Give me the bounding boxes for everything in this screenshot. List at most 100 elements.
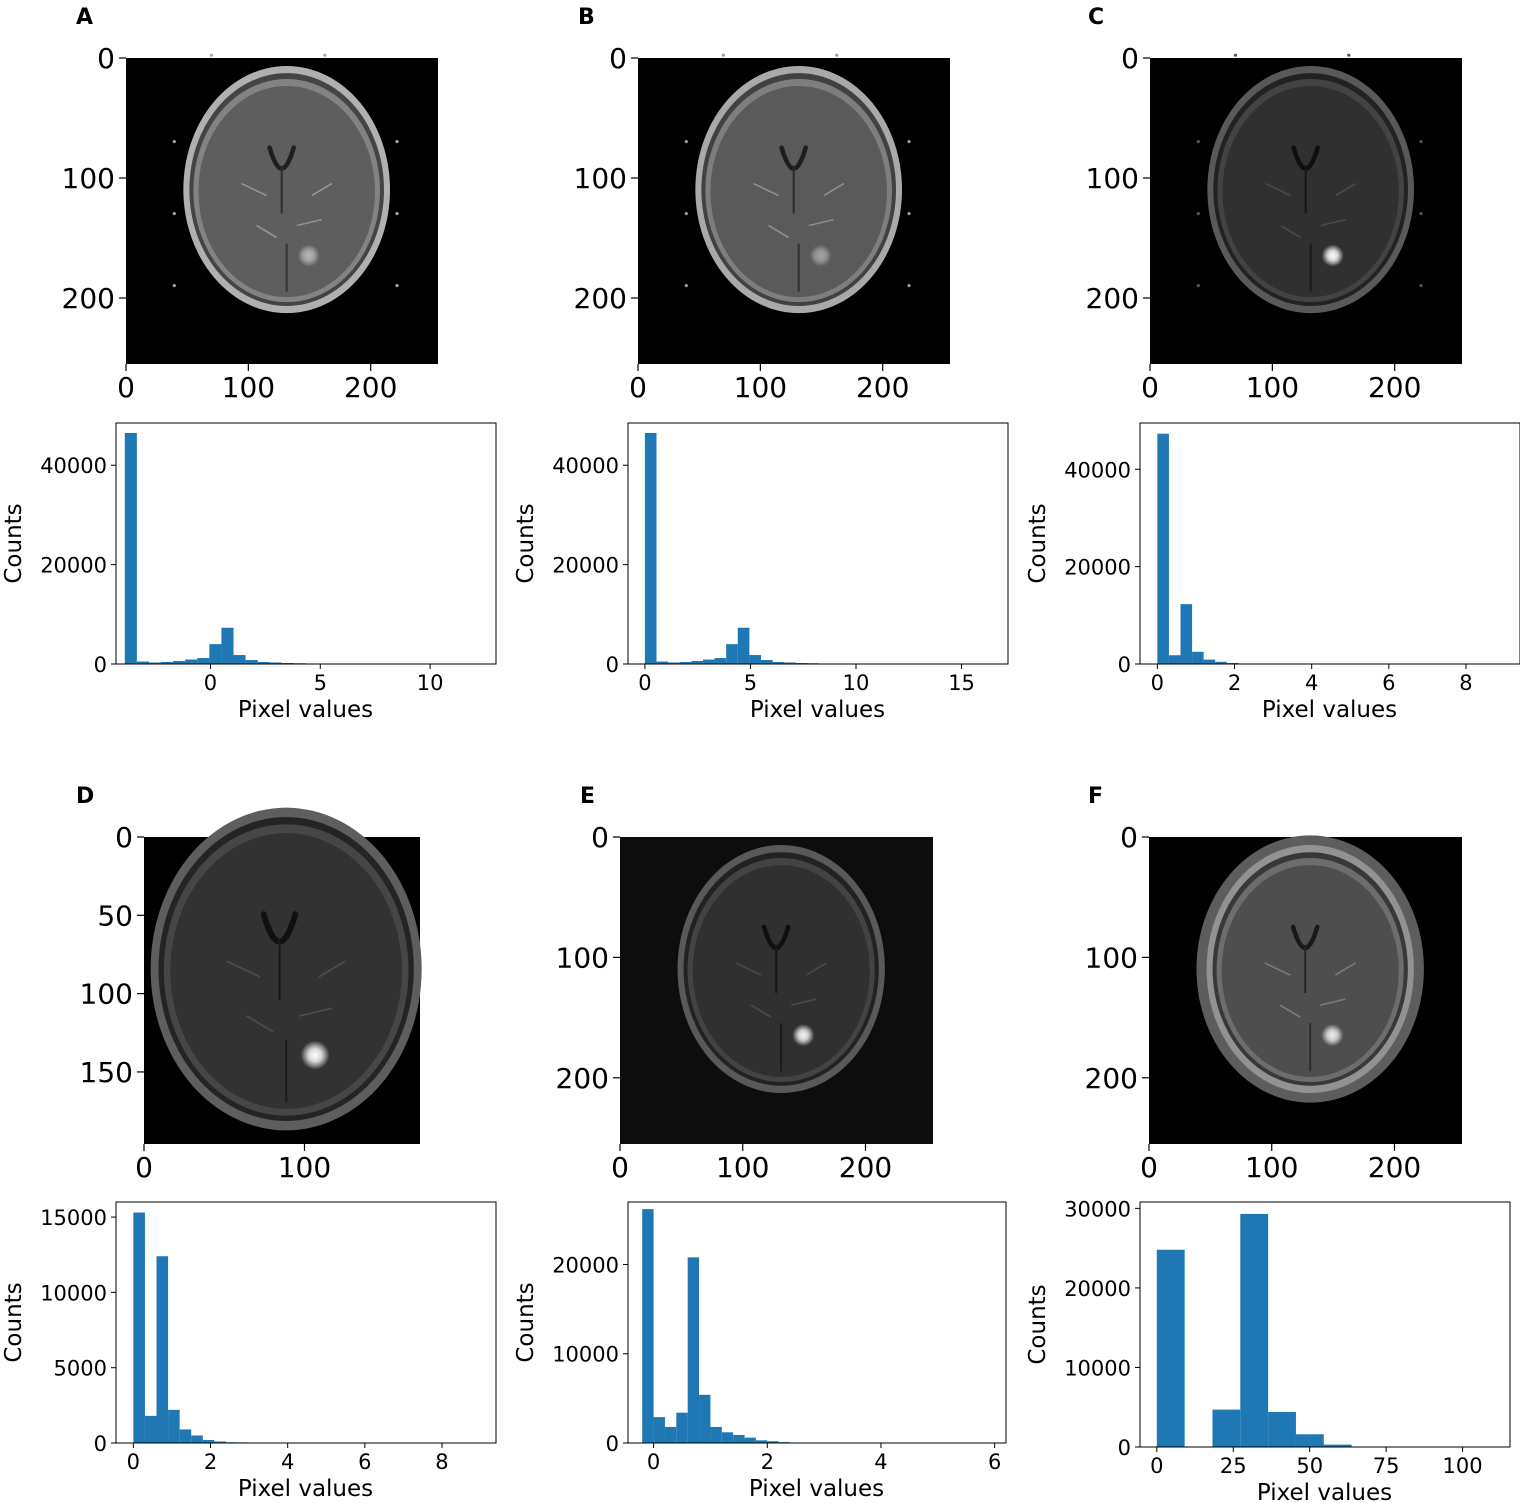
brain-vessel — [1334, 962, 1356, 976]
fiducial-dot — [1347, 53, 1351, 57]
panel-letter-b: B — [578, 5, 595, 30]
plot-frame — [1139, 422, 1520, 665]
brain-vessel — [226, 960, 261, 978]
fiducial-dot — [684, 211, 688, 216]
x-tick-label: 4 — [874, 1450, 887, 1474]
x-axis-label: Pixel values — [238, 1476, 373, 1502]
brain-vessel — [318, 960, 346, 978]
y-tick-label: 200 — [556, 1062, 609, 1095]
image-panel-c: 0 100 200 0 100 200 — [1086, 42, 1462, 404]
histogram-bar — [1156, 1249, 1185, 1447]
plot-frame — [1139, 1201, 1511, 1448]
fiducial-dot — [209, 53, 214, 57]
histogram-bar — [744, 1437, 756, 1443]
fiducial-dot — [835, 53, 839, 57]
lesion-hotspot — [1321, 244, 1344, 267]
x-tick-label: 100 — [278, 1151, 331, 1184]
histogram-bar — [1203, 659, 1216, 664]
x-tick-label: 5 — [314, 671, 327, 695]
plot-frame — [115, 1201, 497, 1444]
histogram-bar — [1157, 433, 1169, 664]
y-tick-label: 200 — [1086, 282, 1139, 315]
brain-vessel — [768, 224, 790, 239]
y-tick-label: 100 — [1085, 941, 1138, 974]
histogram-bar — [156, 1256, 169, 1443]
x-tick-label: 6 — [1382, 671, 1395, 695]
x-tick-label: 200 — [1368, 1151, 1421, 1184]
brain-vessel — [791, 998, 817, 1006]
histogram-bar — [721, 1432, 734, 1443]
histogram-bar — [173, 661, 186, 664]
histogram-panel-f: 0 25 50 75 100 0 10000 20000 30000 Pixel values Co… — [1025, 1197, 1511, 1503]
histogram-bar — [1215, 661, 1227, 664]
histogram-bar — [664, 1426, 677, 1443]
panel-letter-f: F — [1088, 784, 1103, 809]
y-axis-label: Counts — [1025, 1284, 1051, 1364]
histogram-bar — [644, 432, 657, 664]
x-tick-label: 2 — [204, 1450, 217, 1474]
lesion-hotspot — [297, 244, 320, 267]
y-tick-label: 20000 — [40, 554, 107, 578]
histogram-bar — [1180, 604, 1193, 664]
brain-vessel — [241, 182, 267, 197]
y-axis-label: Counts — [1, 503, 27, 583]
plot-frame — [627, 422, 1009, 665]
lesion-hotspot — [1321, 1024, 1344, 1047]
fiducial-dot — [1233, 53, 1238, 57]
x-tick-label: 200 — [1368, 371, 1421, 404]
x-tick-label: 200 — [344, 371, 397, 404]
histogram-bar — [710, 1426, 722, 1443]
histogram-bar — [257, 662, 270, 664]
histogram-bar — [1295, 1434, 1324, 1447]
brain-vessel — [1335, 182, 1357, 197]
plot-frame — [115, 422, 497, 665]
histogram-bar — [784, 662, 796, 664]
y-tick-label: 0 — [115, 821, 133, 854]
x-tick-label: 4 — [1305, 671, 1318, 695]
x-tick-label: 0 — [135, 1151, 153, 1184]
y-tick-label: 10000 — [552, 1343, 619, 1367]
histogram-bar — [136, 661, 149, 664]
fiducial-dot — [684, 283, 688, 288]
fiducial-dot — [172, 211, 176, 216]
y-tick-label: 0 — [1118, 653, 1131, 677]
histogram-bar — [209, 644, 222, 664]
histogram-bar — [761, 660, 773, 664]
histogram-bar — [1212, 1409, 1241, 1447]
x-tick-label: 2 — [1228, 671, 1241, 695]
brain-parenchyma — [170, 833, 402, 1109]
y-tick-label: 5000 — [54, 1357, 107, 1381]
fiducial-dot — [323, 53, 327, 57]
y-tick-label: 200 — [574, 282, 627, 315]
histogram-panel-e: 0 2 4 6 0 10000 20000 Pixel values Counts — [513, 1201, 1007, 1502]
x-axis-label: Pixel values — [1262, 697, 1397, 723]
y-tick-label: 0 — [97, 42, 115, 75]
y-axis-label: Counts — [1025, 503, 1051, 583]
y-tick-label: 0 — [94, 1432, 107, 1456]
panel-letter-e: E — [580, 784, 595, 809]
histogram-bar — [245, 660, 258, 664]
x-tick-label: 6 — [358, 1450, 371, 1474]
x-tick-label: 10 — [843, 671, 870, 695]
x-tick-label: 100 — [1246, 371, 1299, 404]
y-tick-label: 100 — [556, 941, 609, 974]
brain-vessel — [299, 1007, 333, 1017]
fiducial-dot — [395, 139, 399, 144]
histogram-bar — [733, 1434, 745, 1443]
histogram-bar — [714, 658, 727, 664]
histogram-bar — [233, 655, 246, 664]
y-tick-label: 100 — [80, 978, 133, 1011]
image-panel-f: 0 100 200 0 100 200 — [1085, 821, 1462, 1184]
lesion-hotspot — [809, 244, 832, 267]
x-tick-label: 10 — [417, 671, 444, 695]
histogram-bar — [1240, 1213, 1269, 1447]
fiducial-dot — [907, 283, 911, 288]
brain-vessel — [1280, 224, 1302, 239]
histogram-bar — [656, 661, 669, 664]
x-tick-label: 0 — [1151, 671, 1164, 695]
y-tick-label: 20000 — [1064, 1277, 1131, 1301]
x-tick-label: 0 — [638, 671, 651, 695]
brain-parenchyma — [710, 85, 887, 298]
y-axis-label: Counts — [1, 1282, 27, 1362]
